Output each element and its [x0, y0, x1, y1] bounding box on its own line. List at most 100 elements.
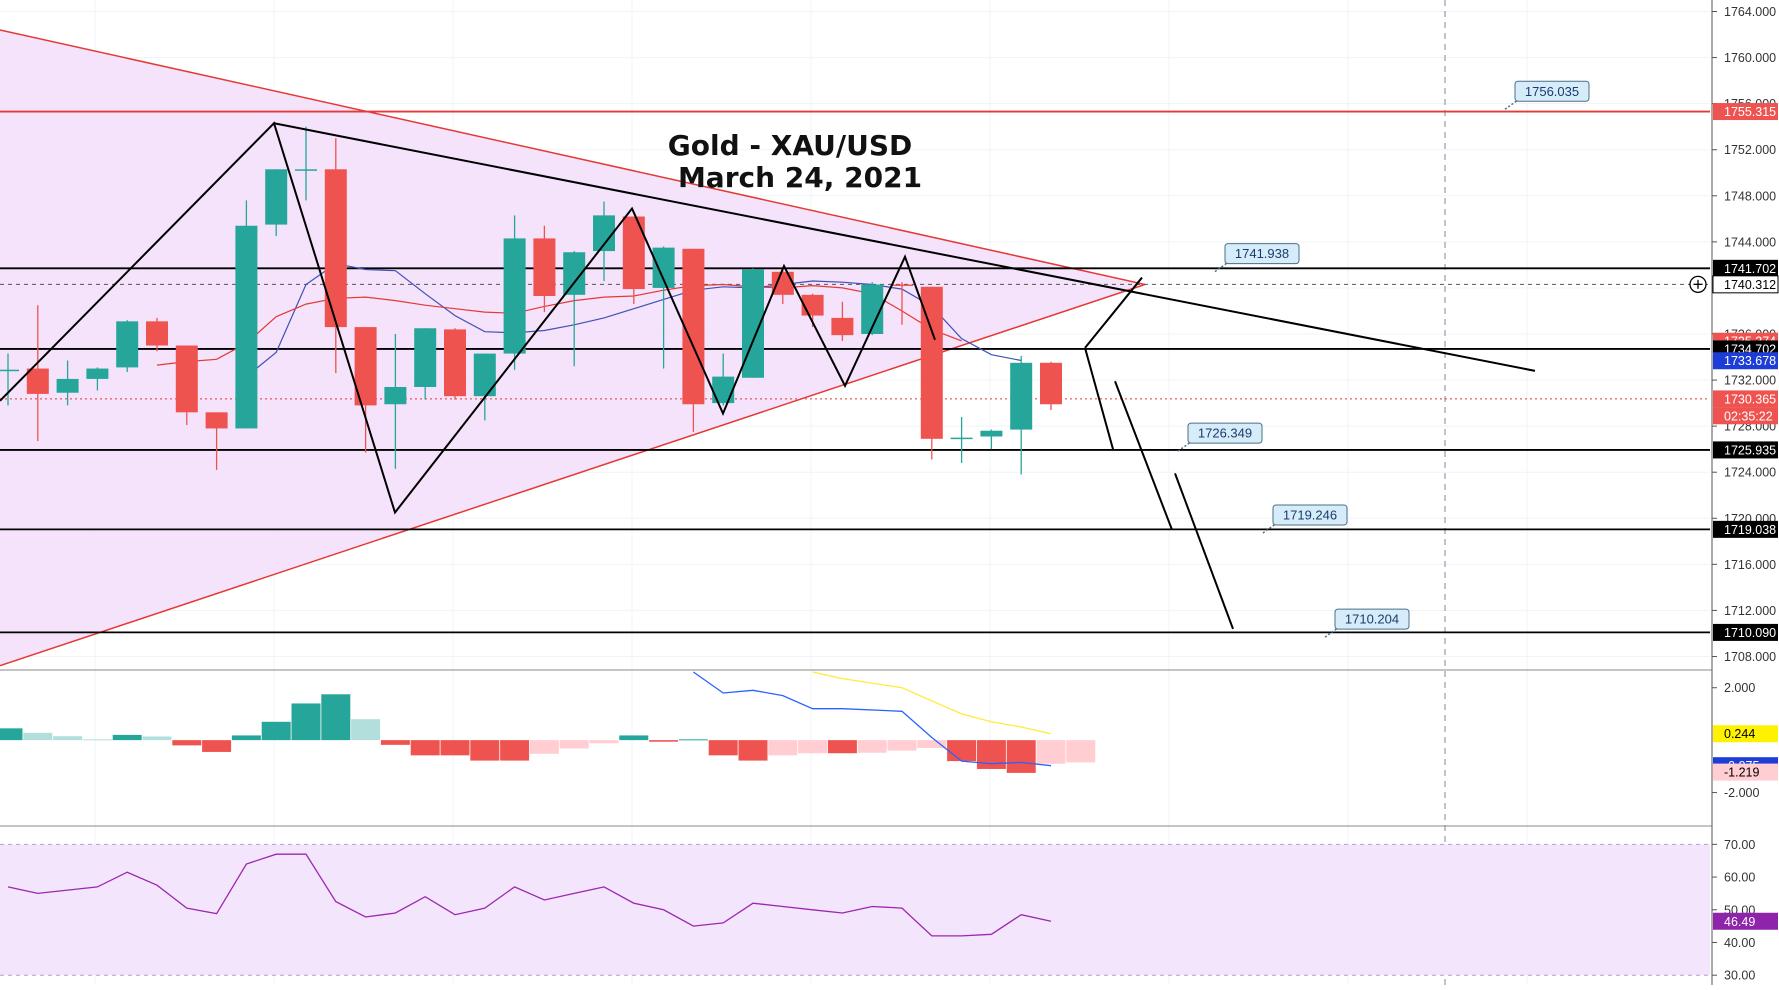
macd-bar-15 [440, 740, 470, 756]
macd-bar-33 [976, 740, 1006, 769]
macd-bar-25 [738, 740, 768, 761]
price-tick-label-13: 1712.000 [1724, 604, 1776, 618]
callout-text-0: 1756.035 [1525, 84, 1579, 99]
candle-body-11 [324, 169, 347, 328]
price-value-tag-box-2 [1712, 275, 1779, 294]
macd-bar-35 [1036, 740, 1066, 764]
macd-bar-30 [887, 740, 917, 751]
price-value-tag-box-1 [1713, 259, 1778, 277]
macd-value-tag-box-2 [1713, 763, 1778, 781]
price-callouts: 1756.035 1741.938 1726.349 1719.246 1710.204 [1177, 80, 1590, 638]
callout-text-4: 1710.204 [1345, 612, 1399, 627]
macd-bar-7 [202, 740, 232, 752]
rsi-value-tag-text-0: 46.49 [1724, 915, 1755, 929]
candle-body-22 [652, 247, 675, 288]
candle-body-28 [831, 317, 854, 336]
price-tick-label-8: 1732.000 [1724, 374, 1776, 388]
macd-value-tag-text-0: 0.244 [1724, 727, 1755, 741]
price-tick-label-14: 1708.000 [1724, 650, 1776, 664]
callout-box-0 [1514, 80, 1590, 102]
macd-bar-1 [23, 732, 53, 741]
price-value-tag-text-5: 1733.678 [1724, 354, 1776, 368]
macd-bar-24 [708, 740, 738, 756]
callout-pointer-3 [1262, 522, 1278, 534]
macd-bar-8 [231, 735, 261, 741]
macd-bar-6 [172, 740, 202, 746]
triangle-lower-line [0, 283, 1146, 667]
price-tick-label-5: 1744.000 [1724, 235, 1776, 249]
rsi-tick-label-4: 30.00 [1724, 969, 1755, 983]
callout-pointer-0 [1504, 98, 1520, 110]
price-tick-label-1: 1760.000 [1724, 51, 1776, 65]
candle-body-15 [444, 329, 466, 397]
candle-body-26 [771, 271, 794, 295]
rsi-line [7, 853, 1052, 937]
rsi-value-tag-box-0 [1713, 912, 1778, 930]
signal-line [812, 671, 1052, 735]
candle-body-31 [920, 286, 943, 439]
macd-tick-label-1: -2.000 [1724, 786, 1759, 800]
candle-body-20 [593, 215, 615, 252]
macd-bar-3 [82, 739, 112, 741]
price-value-tag-8: 1725.935 [1713, 441, 1778, 459]
callout-box-4 [1334, 608, 1410, 630]
descending-trendline [273, 122, 1536, 372]
price-value-tag-text-9: 1719.038 [1724, 523, 1776, 537]
price-value-tag-text-6: 1730.365 [1724, 392, 1776, 406]
price-value-tag-box-5 [1713, 352, 1778, 370]
candle-body-13 [384, 386, 407, 405]
candle-body-18 [533, 238, 556, 296]
macd-bar-4 [112, 734, 142, 741]
candle-body-33 [980, 430, 1003, 437]
triangle-upper-line [0, 29, 1146, 286]
price-value-tag-text-0: 1755.315 [1724, 105, 1776, 119]
macd-bar-28 [827, 740, 857, 754]
price-value-tag-text-2: 1740.312 [1724, 278, 1776, 292]
macd-bar-10 [291, 703, 321, 741]
macd-bar-20 [589, 740, 619, 744]
macd-bar-12 [351, 719, 381, 741]
price-value-tag-text-8: 1725.935 [1724, 443, 1776, 457]
price-value-tag-7: 02:35:22 [1713, 407, 1778, 425]
macd-bar-29 [857, 740, 887, 753]
zigzag-path [0, 121, 936, 515]
macd-bar-16 [470, 740, 500, 761]
price-value-tag-0: 1755.315 [1713, 103, 1778, 121]
rsi-tick-label-0: 70.00 [1724, 838, 1755, 852]
candle-body-5 [146, 321, 168, 346]
callout-box-3 [1272, 504, 1348, 526]
macd-bar-17 [500, 740, 530, 761]
price-value-tag-box-10 [1713, 623, 1778, 641]
macd-value-tag-0: 0.244 [1713, 725, 1778, 743]
price-value-tag-text-10: 1710.090 [1724, 626, 1776, 640]
rsi-value-tag-0: 46.49 [1713, 912, 1778, 930]
macd-bar-5 [142, 736, 172, 741]
candle-body-12 [354, 327, 377, 406]
macd-bar-14 [410, 740, 440, 756]
macd-bar-13 [380, 740, 410, 745]
price-value-tag-box-6 [1713, 390, 1778, 408]
price-value-tag-1: 1741.702 [1713, 259, 1778, 277]
axis-background [1712, 0, 1779, 985]
callout-box-2 [1187, 422, 1263, 444]
macd-value-tag-text-2: -1.219 [1724, 766, 1759, 780]
price-value-tag-box-7 [1713, 407, 1778, 425]
macd-bar-9 [261, 721, 291, 741]
price-tick-label-12: 1716.000 [1724, 558, 1776, 572]
candle-body-21 [622, 216, 645, 290]
candle-body-16 [473, 353, 496, 397]
macd-panel [0, 671, 1096, 773]
price-value-tag-text-1: 1741.702 [1724, 262, 1776, 276]
price-value-tag-text-7: 02:35:22 [1724, 409, 1773, 423]
price-tick-label-3: 1752.000 [1724, 143, 1776, 157]
callout-pointer-2 [1177, 440, 1193, 452]
price-value-tag-box-0 [1713, 103, 1778, 121]
macd-bar-36 [1066, 740, 1096, 763]
rsi-panel [0, 843, 1710, 976]
candle-body-23 [682, 248, 705, 405]
candle-body-30 [891, 284, 913, 286]
projection-line-2 [1114, 380, 1173, 531]
candle-body-19 [563, 252, 586, 295]
